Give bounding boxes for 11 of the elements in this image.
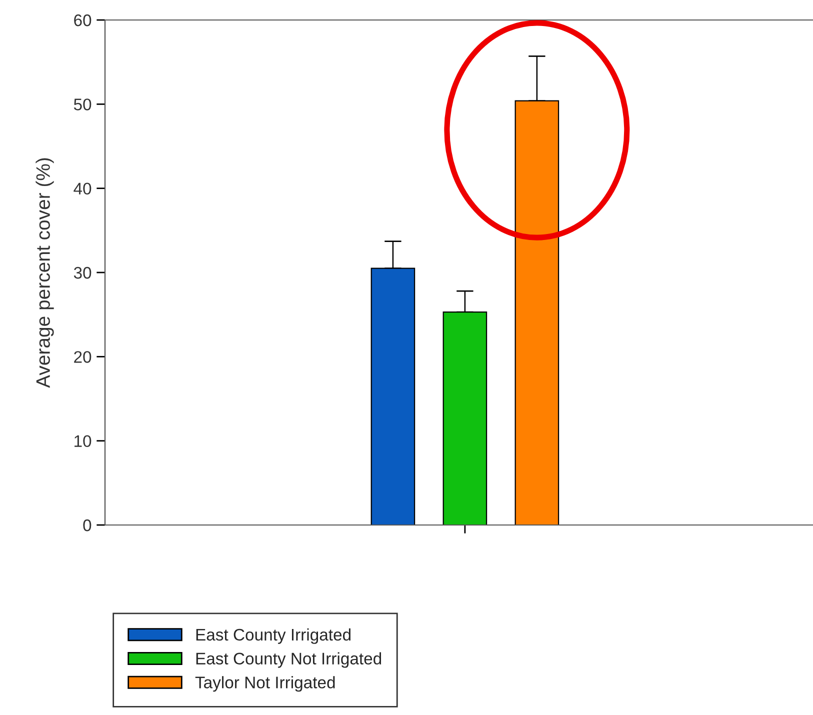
y-tick-label: 0 [83,519,92,532]
y-tick-label: 50 [74,98,92,110]
y-tick-label: 60 [74,14,92,26]
legend-label: Taylor Not Irrigated [195,676,335,692]
y-tick-label: 30 [74,266,92,279]
y-tick-label: 10 [74,435,92,448]
y-tick-label: 20 [74,351,92,363]
y-tick-label: 40 [74,182,92,195]
y-axis-title: Average percent cover (%) [36,158,54,388]
legend-label: East County Not Irrigated [196,652,382,668]
legend-label: East County Irrigated [196,628,350,644]
